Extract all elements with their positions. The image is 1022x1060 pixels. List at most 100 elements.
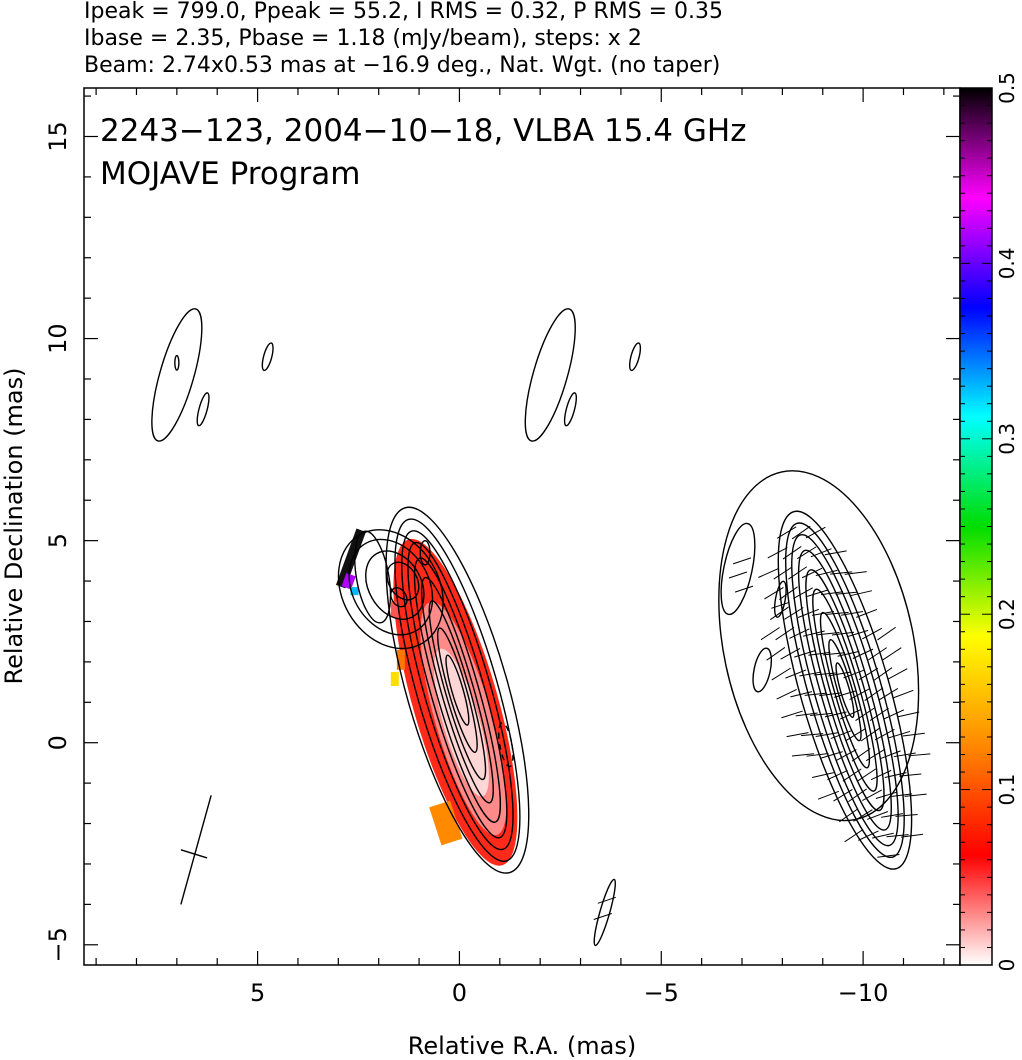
evpa-vector xyxy=(877,626,896,641)
evpa-vector xyxy=(779,586,798,600)
beam-outline xyxy=(171,796,224,908)
contour-line xyxy=(420,576,494,804)
evpa-vectors xyxy=(593,525,931,920)
y-axis-label: Relative Declination (mas) xyxy=(0,367,28,684)
contour-line xyxy=(390,587,408,608)
evpa-vector xyxy=(839,709,861,720)
colorbar-tick-label: 0 xyxy=(995,959,1019,972)
contour-line xyxy=(180,849,208,859)
evpa-vector xyxy=(760,627,780,641)
evpa-vector xyxy=(801,567,823,579)
evpa-vector xyxy=(864,687,884,701)
contour-line xyxy=(498,722,514,768)
contour-line xyxy=(593,878,616,947)
evpa-vector xyxy=(810,712,833,716)
evpa-vector xyxy=(776,526,797,539)
frac-pol-region xyxy=(434,648,489,797)
contour-line xyxy=(394,518,521,862)
evpa-vector xyxy=(808,651,831,656)
x-tick-label: 0 xyxy=(452,979,467,1007)
evpa-vector xyxy=(804,692,827,696)
contour-line xyxy=(436,627,478,754)
evpa-vector xyxy=(775,626,795,641)
contour-line xyxy=(828,638,862,742)
evpa-vector xyxy=(805,526,826,539)
contour-line xyxy=(261,342,274,372)
evpa-vector xyxy=(813,672,836,676)
evpa-vector xyxy=(819,692,842,697)
y-axis-tick-labels: −5 0 5 10 15 xyxy=(44,121,72,962)
evpa-vector xyxy=(767,547,788,559)
evpa-vector xyxy=(865,748,886,762)
x-tick-label: −5 xyxy=(644,979,679,1007)
colorbar-tick-label: 0.4 xyxy=(995,247,1019,279)
contour-line xyxy=(524,308,576,442)
contour-line xyxy=(785,522,905,859)
evpa-vector xyxy=(875,791,898,799)
contour-line xyxy=(752,647,773,693)
evpa-vector xyxy=(839,808,858,823)
contour-line xyxy=(812,588,878,792)
frac-pol-region xyxy=(429,800,463,846)
evpa-vector xyxy=(806,753,829,757)
plot-frame xyxy=(83,87,961,966)
chart-subtitle: MOJAVE Program xyxy=(100,156,360,192)
evpa-vector xyxy=(857,768,877,782)
evpa-vector xyxy=(824,711,847,718)
evpa-vector xyxy=(902,732,925,737)
evpa-vector xyxy=(793,587,813,600)
evpa-vector xyxy=(872,832,894,839)
evpa-vector xyxy=(769,606,789,621)
frac-pol-region xyxy=(335,528,366,589)
evpa-vector xyxy=(899,773,922,777)
evpa-vector xyxy=(826,611,849,615)
evpa-vector xyxy=(853,809,873,822)
evpa-vector xyxy=(799,671,822,677)
contour-line xyxy=(413,557,501,823)
evpa-vector xyxy=(820,591,844,596)
evpa-vector xyxy=(866,811,889,820)
evpa-vector xyxy=(862,789,883,802)
evpa-vector xyxy=(795,712,818,717)
frac-pol-region xyxy=(390,601,399,618)
evpa-vector xyxy=(850,590,873,597)
evpa-vector xyxy=(835,591,858,595)
evpa-vector xyxy=(904,793,927,797)
contour-line xyxy=(835,662,855,719)
evpa-vector xyxy=(734,585,754,593)
evpa-vector xyxy=(830,571,853,575)
evpa-vector xyxy=(797,608,819,618)
evpa-vector xyxy=(833,789,853,802)
contour-line xyxy=(348,538,434,636)
evpa-vector xyxy=(812,772,834,778)
colorbar xyxy=(960,88,992,965)
evpa-vector xyxy=(852,648,874,659)
contour-line xyxy=(401,530,514,851)
evpa-vector xyxy=(908,753,931,757)
header-line-base: Ibase = 2.35, Pbase = 1.18 (mJy/beam), s… xyxy=(84,26,642,51)
evpa-vector xyxy=(874,728,895,741)
evpa-vector xyxy=(834,690,856,698)
evpa-vector xyxy=(845,728,866,741)
y-tick-label: 5 xyxy=(44,533,72,548)
contour-line xyxy=(354,530,392,624)
evpa-vector xyxy=(785,669,807,679)
evpa-vector xyxy=(800,733,824,737)
contour-line xyxy=(819,611,871,769)
evpa-vector xyxy=(771,601,790,609)
evpa-vector xyxy=(887,668,908,680)
chart-title: 2243−123, 2004−10−18, VLBA 15.4 GHz xyxy=(100,113,746,149)
evpa-vector xyxy=(860,727,880,742)
evpa-vector xyxy=(858,830,879,841)
evpa-vector xyxy=(802,630,825,637)
evpa-vector xyxy=(764,587,784,600)
evpa-vector xyxy=(855,707,875,722)
colorbar-ticks xyxy=(960,87,992,966)
evpa-vector xyxy=(593,913,612,920)
contour-line xyxy=(385,506,530,874)
evpa-vector xyxy=(900,833,924,838)
evpa-vector xyxy=(786,732,809,738)
evpa-vector xyxy=(856,608,878,618)
evpa-vector xyxy=(890,793,913,798)
